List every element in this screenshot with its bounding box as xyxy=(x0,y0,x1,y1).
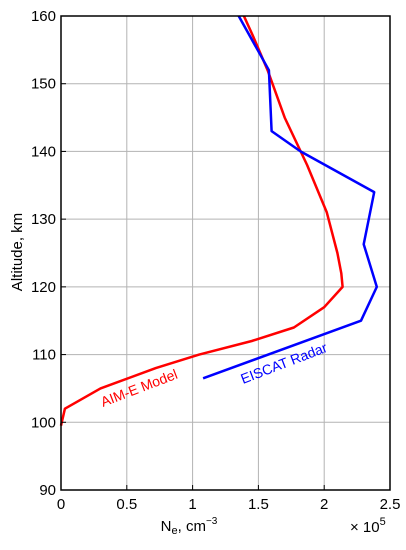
plot-frame xyxy=(60,15,391,491)
series-layer xyxy=(59,15,379,426)
y-axis-label: Altitude, km xyxy=(9,213,26,291)
x-tick-label: 0.5 xyxy=(116,496,137,513)
y-tick-label: 120 xyxy=(31,279,56,296)
x-axis-label: Ne, cm−3 xyxy=(161,516,218,537)
ticks xyxy=(60,15,391,491)
y-tick-label: 160 xyxy=(31,8,56,25)
y-tick-label: 90 xyxy=(39,482,56,499)
y-tick-label: 100 xyxy=(31,414,56,431)
y-tick-label: 150 xyxy=(31,76,56,93)
y-tick-label: 130 xyxy=(31,211,56,228)
series-line-aim-e-model xyxy=(59,15,344,426)
x-tick-label: 2 xyxy=(320,496,328,513)
x-tick-label: 1.5 xyxy=(248,496,269,513)
x-tick-label: 1 xyxy=(188,496,196,513)
y-tick-label: 140 xyxy=(31,143,56,160)
y-tick-label: 110 xyxy=(32,347,56,364)
x-tick-label: 0 xyxy=(57,496,65,513)
series-line-eiscat-radar xyxy=(202,15,379,380)
x-tick-label: 2.5 xyxy=(380,496,401,513)
grid xyxy=(61,16,390,490)
x-scale-multiplier: × 105 xyxy=(350,516,386,536)
tick-labels: 0 0.5 1 1.5 2 2.5 90 100 110 120 130 140 150 160 xyxy=(31,8,400,513)
